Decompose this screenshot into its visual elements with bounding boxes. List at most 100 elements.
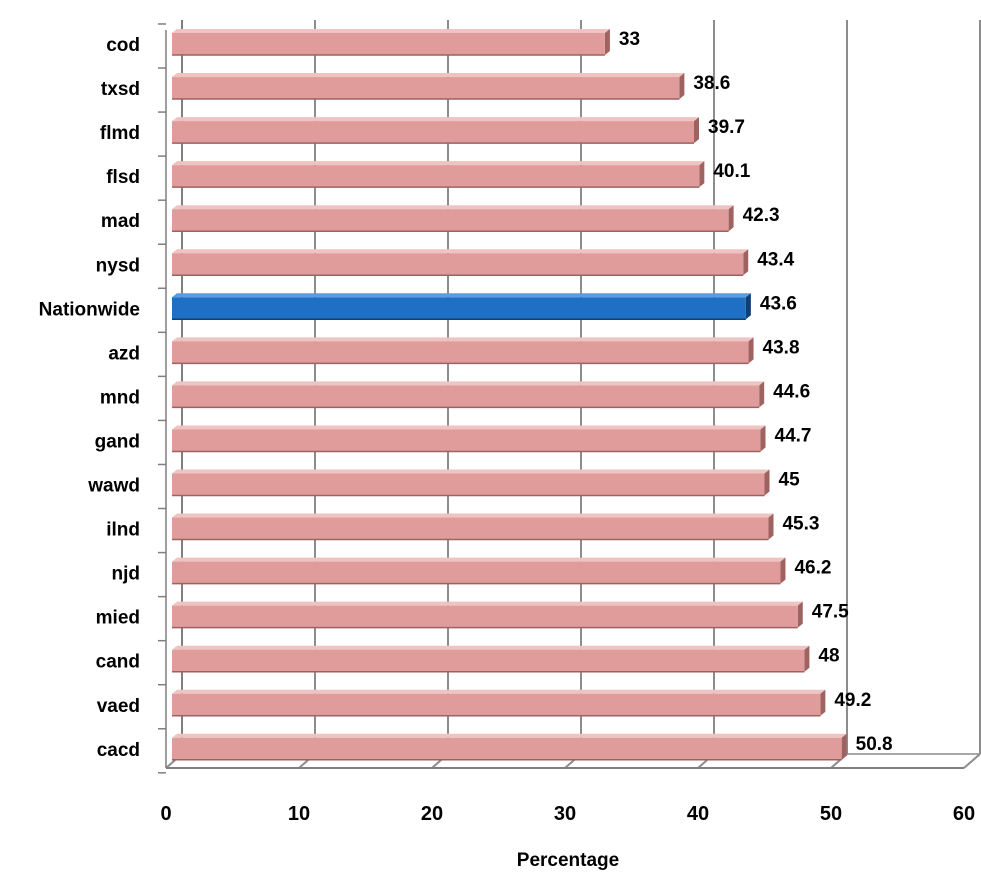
bar-highlight xyxy=(172,293,751,321)
data-label: 48 xyxy=(818,646,839,667)
bar-side-face xyxy=(797,601,803,628)
data-label: 42.3 xyxy=(743,205,780,226)
bar xyxy=(172,513,774,541)
data-label: 40.1 xyxy=(713,161,750,182)
bar-side-face xyxy=(820,689,826,716)
bar-top-face xyxy=(172,425,766,430)
bar xyxy=(172,425,766,453)
bar-top-face xyxy=(172,29,610,33)
y-category-label: azd xyxy=(108,343,140,364)
floor-gridline xyxy=(963,753,981,769)
bars xyxy=(172,29,847,761)
bar-side-face xyxy=(759,381,765,408)
y-category-label: Nationwide xyxy=(39,299,140,320)
y-category-label: njd xyxy=(112,564,141,585)
bar-front-face xyxy=(172,429,761,452)
bar xyxy=(172,601,803,629)
y-category-label: gand xyxy=(95,431,140,452)
y-category-label: mad xyxy=(101,211,140,232)
y-category-label: vaed xyxy=(97,696,140,717)
y-category-label: flsd xyxy=(106,167,140,188)
bar-side-face xyxy=(699,161,705,188)
bar-top-face xyxy=(172,557,786,562)
bar-top-face xyxy=(172,469,770,474)
bar-top-face xyxy=(172,337,754,342)
data-label: 45 xyxy=(779,470,801,491)
bar xyxy=(172,161,705,188)
bar xyxy=(172,249,749,276)
bar-top-face xyxy=(172,381,765,386)
bar-top-face xyxy=(172,205,734,210)
bar-top-face xyxy=(172,293,751,298)
bar-side-face xyxy=(694,117,700,144)
bar xyxy=(172,733,847,761)
x-tick-label: 10 xyxy=(288,803,310,825)
data-label: 43.8 xyxy=(763,337,800,358)
bar-side-face xyxy=(745,293,751,320)
bar-side-face xyxy=(604,29,610,55)
data-label: 46.2 xyxy=(794,558,831,579)
y-category-label: cand xyxy=(96,652,140,673)
bar xyxy=(172,381,765,409)
bar xyxy=(172,469,770,497)
x-tick-label: 30 xyxy=(554,803,576,825)
y-category-label: cod xyxy=(106,35,140,56)
bar-top-face xyxy=(172,645,810,650)
bar-side-face xyxy=(679,73,685,100)
bar-front-face xyxy=(172,165,700,188)
y-category-label: cacd xyxy=(97,740,140,761)
bar-top-face xyxy=(172,249,749,254)
bar-front-face xyxy=(172,473,765,496)
bar xyxy=(172,689,826,717)
bar-top-face xyxy=(172,73,685,78)
data-label: 44.7 xyxy=(775,425,812,446)
y-category-label: wawd xyxy=(87,476,140,497)
data-label: 47.5 xyxy=(812,602,849,623)
bar xyxy=(172,557,786,585)
bar-side-face xyxy=(748,337,754,364)
bar xyxy=(172,117,700,144)
bar xyxy=(172,205,734,232)
x-tick-label: 40 xyxy=(687,803,709,825)
bar-top-face xyxy=(172,601,803,606)
y-category-label: flmd xyxy=(100,123,140,144)
y-category-label: ilnd xyxy=(106,520,140,541)
bar-side-face xyxy=(760,425,766,452)
bar-side-face xyxy=(804,645,810,672)
bar-front-face xyxy=(172,341,749,364)
bar-front-face xyxy=(172,297,746,320)
x-tick-label: 20 xyxy=(421,803,443,825)
bar-front-face xyxy=(172,77,680,100)
x-tick-label: 60 xyxy=(953,803,975,825)
bar-front-face xyxy=(172,385,760,408)
bar-front-face xyxy=(172,209,729,232)
bar-front-face xyxy=(172,121,695,144)
bar-front-face xyxy=(172,737,842,760)
data-label: 49.2 xyxy=(834,690,871,711)
bar-side-face xyxy=(768,513,774,540)
x-tick-label: 0 xyxy=(160,803,171,825)
bar-front-face xyxy=(172,605,798,628)
x-tick-label: 50 xyxy=(820,803,842,825)
data-label: 33 xyxy=(619,29,640,50)
bar-top-face xyxy=(172,689,826,694)
data-label: 43.6 xyxy=(760,293,797,314)
bar xyxy=(172,645,810,673)
bar xyxy=(172,29,610,56)
bar xyxy=(172,337,754,365)
bar-front-face xyxy=(172,517,769,540)
y-category-label: mied xyxy=(96,608,140,629)
data-label: 38.6 xyxy=(693,73,730,94)
bar xyxy=(172,73,685,100)
data-label: 50.8 xyxy=(856,734,893,755)
x-axis-title: Percentage xyxy=(517,850,619,871)
bar-side-face xyxy=(743,249,749,276)
bar-top-face xyxy=(172,117,700,122)
bar-front-face xyxy=(172,33,605,55)
y-category-label: nysd xyxy=(96,255,140,276)
data-label: 45.3 xyxy=(782,514,819,535)
bar-side-face xyxy=(780,557,786,584)
data-label: 43.4 xyxy=(757,249,794,270)
